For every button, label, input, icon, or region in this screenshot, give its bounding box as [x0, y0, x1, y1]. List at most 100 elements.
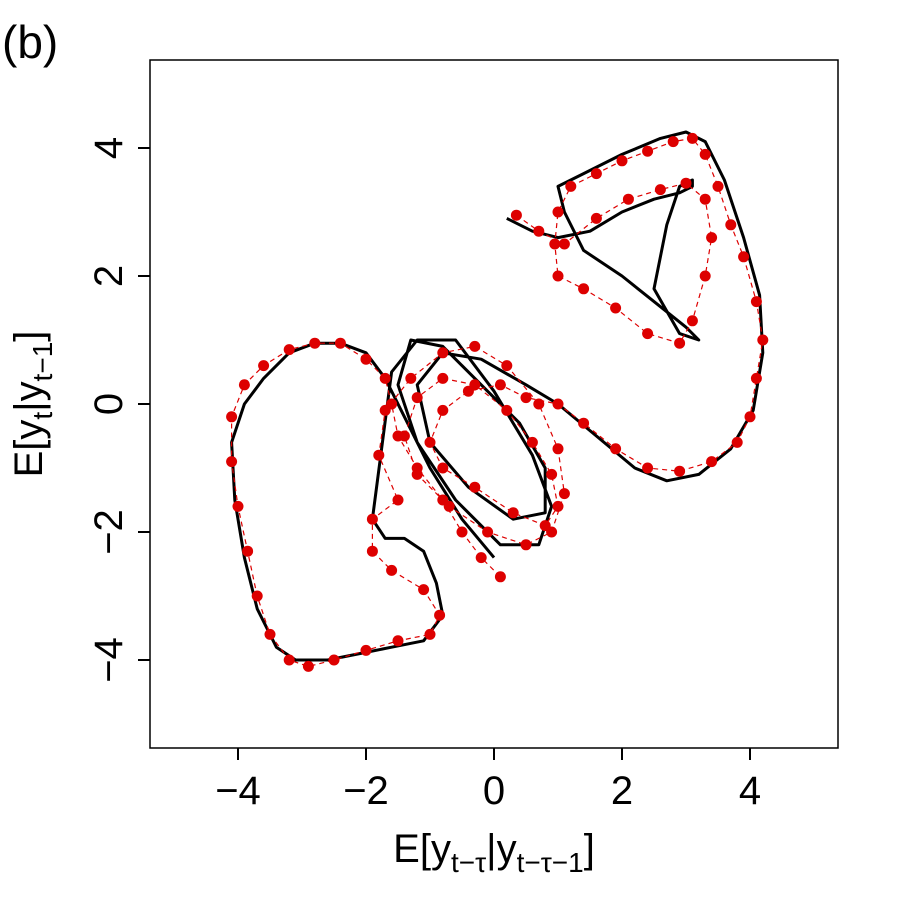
point	[549, 238, 561, 250]
point	[437, 494, 449, 506]
point	[731, 436, 743, 448]
label-subscript: t	[27, 412, 58, 420]
point	[309, 337, 321, 349]
point	[424, 436, 436, 448]
point	[501, 360, 513, 372]
point	[642, 145, 654, 157]
point	[558, 488, 570, 500]
y-tick-label: 0	[87, 393, 131, 415]
point	[482, 526, 494, 538]
point	[283, 344, 295, 356]
point	[418, 584, 430, 596]
point	[706, 456, 718, 468]
point	[366, 545, 378, 557]
point	[610, 443, 622, 455]
point	[411, 392, 423, 404]
point	[392, 430, 404, 442]
point	[610, 302, 622, 314]
point	[501, 404, 513, 416]
point	[699, 270, 711, 282]
label-part: E[y	[7, 420, 51, 478]
point	[552, 443, 564, 455]
label-part: ]	[584, 827, 595, 871]
point	[386, 398, 398, 410]
point	[469, 481, 481, 493]
x-tick-label: −2	[343, 769, 389, 813]
label-subscript: t−1	[27, 342, 58, 382]
point	[411, 462, 423, 474]
x-tick-label: 2	[611, 769, 633, 813]
point	[360, 644, 372, 656]
point	[520, 392, 532, 404]
point	[558, 238, 570, 250]
point	[242, 545, 254, 557]
point	[437, 462, 449, 474]
point	[680, 177, 692, 189]
point	[232, 500, 244, 512]
x-tick-label: −4	[215, 769, 261, 813]
point	[437, 372, 449, 384]
point	[546, 526, 558, 538]
point	[238, 379, 250, 391]
point	[475, 552, 487, 564]
point	[334, 337, 346, 349]
point	[533, 398, 545, 410]
y-tick-label: −4	[87, 637, 131, 683]
point	[437, 404, 449, 416]
point	[379, 372, 391, 384]
point	[706, 232, 718, 244]
point	[366, 513, 378, 525]
point	[526, 436, 538, 448]
point	[456, 526, 468, 538]
point	[494, 379, 506, 391]
point	[434, 609, 446, 621]
point	[424, 628, 436, 640]
point	[302, 660, 314, 672]
point	[373, 449, 385, 461]
y-tick-label: 4	[87, 137, 131, 159]
point	[226, 411, 238, 423]
point	[437, 347, 449, 359]
point	[712, 180, 724, 192]
label-subscript: t−τ	[451, 847, 486, 878]
label-part: ]	[7, 331, 51, 342]
point	[686, 132, 698, 144]
point	[469, 340, 481, 352]
label-part: E[y	[393, 827, 451, 871]
point	[738, 251, 750, 263]
point	[469, 379, 481, 391]
point	[520, 539, 532, 551]
point	[283, 654, 295, 666]
point	[392, 494, 404, 506]
panel-label: (b)	[2, 16, 58, 68]
point	[360, 353, 372, 365]
point	[264, 628, 276, 640]
label-part: |y	[486, 827, 516, 871]
point	[578, 417, 590, 429]
point	[386, 564, 398, 576]
point	[616, 155, 628, 167]
label-subscript: t−τ−1	[517, 847, 584, 878]
point	[510, 209, 522, 221]
y-tick-label: 2	[87, 265, 131, 287]
point	[654, 184, 666, 196]
true-trajectory	[230, 130, 765, 662]
point	[757, 334, 769, 346]
point	[552, 398, 564, 410]
label-part: |y	[7, 381, 51, 411]
x-axis-label: E[yt−τ|yt−τ−1]	[393, 827, 595, 878]
point	[258, 360, 270, 372]
point	[533, 225, 545, 237]
point	[699, 148, 711, 160]
point	[642, 462, 654, 474]
point	[552, 500, 564, 512]
point	[590, 212, 602, 224]
point	[642, 328, 654, 340]
x-tick-label: 0	[483, 769, 505, 813]
point	[507, 507, 519, 519]
point	[744, 411, 756, 423]
point	[494, 571, 506, 583]
point	[405, 372, 417, 384]
point	[565, 180, 577, 192]
